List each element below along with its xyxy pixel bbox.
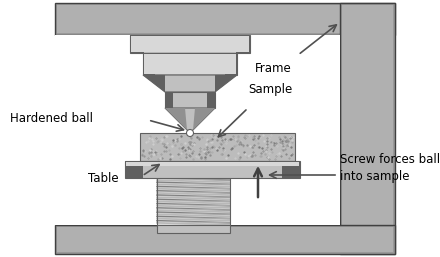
Bar <box>144 54 236 74</box>
Text: Hardened ball: Hardened ball <box>10 112 93 124</box>
Polygon shape <box>165 108 215 132</box>
Bar <box>165 92 173 108</box>
Bar <box>131 36 249 52</box>
Bar <box>207 92 215 108</box>
Bar <box>225 53 237 75</box>
Polygon shape <box>143 75 165 92</box>
Text: Screw forces ball
into sample: Screw forces ball into sample <box>340 153 440 183</box>
Bar <box>55 225 395 254</box>
Bar <box>165 92 215 108</box>
Bar <box>340 3 395 254</box>
Bar <box>236 35 250 53</box>
Bar <box>157 225 230 233</box>
Bar <box>57 227 393 252</box>
Polygon shape <box>165 108 187 130</box>
Bar <box>57 5 393 33</box>
Bar <box>126 162 299 166</box>
Text: Table: Table <box>88 171 119 185</box>
Bar <box>342 5 393 252</box>
Bar <box>157 178 230 225</box>
Bar <box>143 53 237 75</box>
Text: Frame: Frame <box>255 61 292 75</box>
Polygon shape <box>143 75 237 92</box>
Bar <box>55 3 395 35</box>
Polygon shape <box>215 75 237 92</box>
Bar <box>125 161 300 178</box>
Circle shape <box>187 130 194 136</box>
Bar <box>55 35 340 225</box>
Bar <box>140 133 295 161</box>
Bar <box>282 161 300 178</box>
Bar <box>125 161 143 178</box>
Bar <box>143 53 155 75</box>
Bar <box>130 35 144 53</box>
Bar <box>130 35 250 53</box>
Polygon shape <box>193 108 215 130</box>
Text: Sample: Sample <box>248 84 292 96</box>
